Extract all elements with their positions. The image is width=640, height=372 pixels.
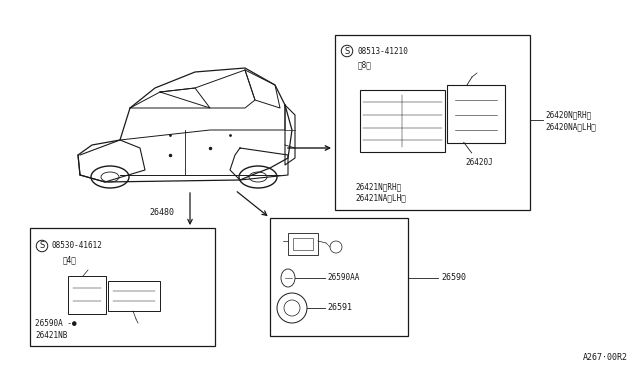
- Text: 26480: 26480: [150, 208, 175, 217]
- Bar: [270, 218, 408, 336]
- Text: 26421N＜RH＞: 26421N＜RH＞: [355, 183, 401, 192]
- Bar: [288, 233, 318, 255]
- Text: S: S: [344, 46, 349, 55]
- Bar: [68, 276, 106, 314]
- Text: 26590: 26590: [441, 273, 466, 282]
- Bar: [108, 281, 160, 311]
- Text: 26420N＜RH＞: 26420N＜RH＞: [545, 110, 591, 119]
- Bar: [293, 238, 313, 250]
- Text: 08513-41210: 08513-41210: [357, 46, 408, 55]
- Bar: [447, 85, 505, 143]
- Text: ＜8＞: ＜8＞: [358, 61, 372, 70]
- Text: 26591: 26591: [327, 304, 352, 312]
- Text: 26420J: 26420J: [463, 142, 493, 167]
- Text: 26421NB: 26421NB: [35, 331, 67, 340]
- Text: 26590A -●: 26590A -●: [35, 320, 77, 328]
- Text: 26590AA: 26590AA: [327, 273, 360, 282]
- Text: 26420NA＜LH＞: 26420NA＜LH＞: [545, 122, 596, 131]
- Text: 08530-41612: 08530-41612: [52, 241, 103, 250]
- Text: S: S: [40, 241, 45, 250]
- Bar: [335, 35, 530, 210]
- Text: 26421NA＜LH＞: 26421NA＜LH＞: [355, 193, 406, 202]
- Bar: [30, 228, 215, 346]
- Text: （4）: （4）: [63, 256, 77, 264]
- Bar: [360, 90, 445, 152]
- Text: A267·00R2: A267·00R2: [583, 353, 628, 362]
